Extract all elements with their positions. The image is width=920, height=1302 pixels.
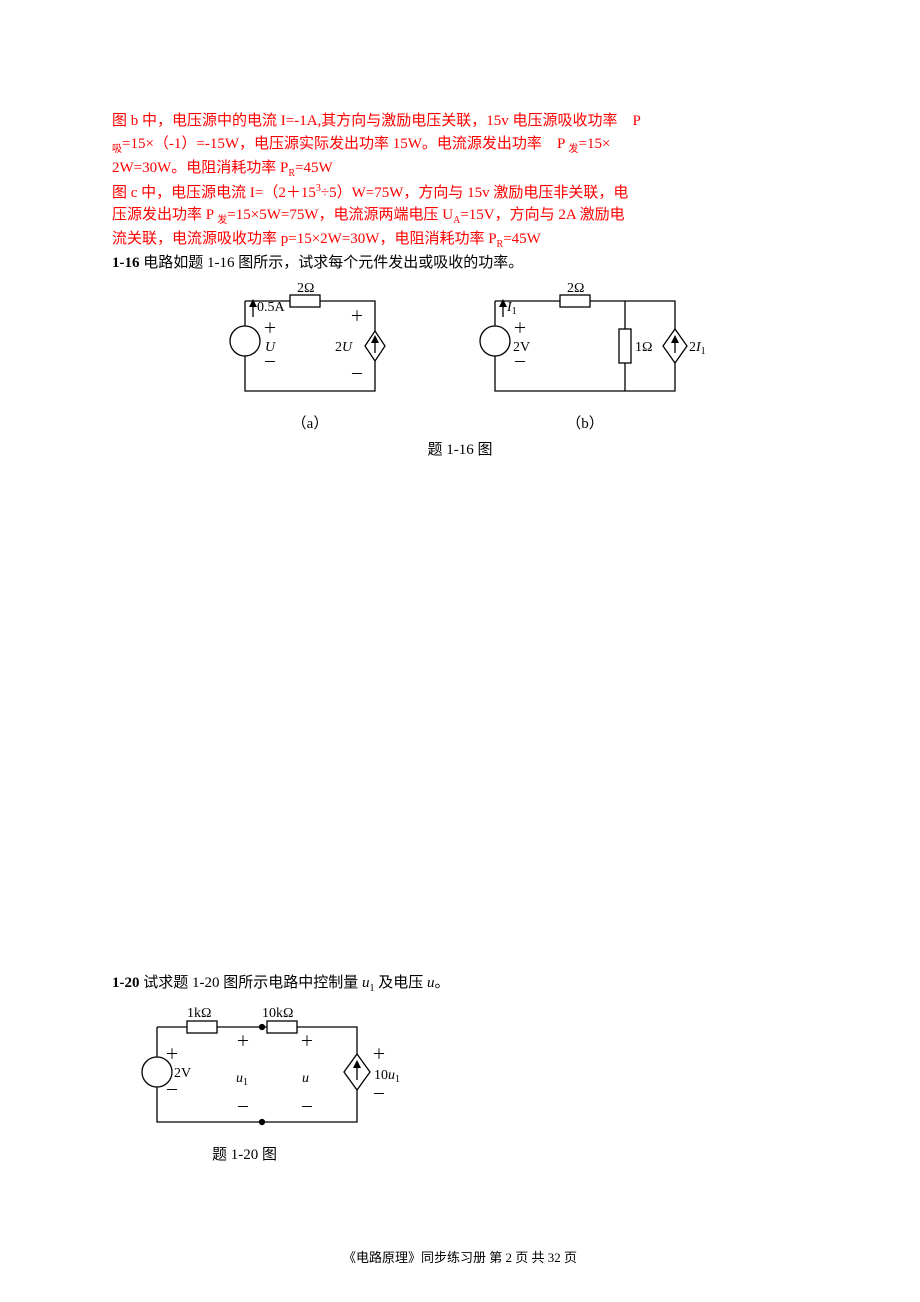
prob-120-u1: u [362,975,370,991]
svg-text:＋: ＋ [300,1035,314,1050]
fig-116-caption: 题 1-16 图 [112,439,808,462]
fig120-dep: 10u1 [374,1068,400,1085]
svg-text:－: － [236,1101,250,1116]
prob-120: 1-20 试求题 1-20 图所示电路中控制量 u1 及电压 u。 [112,972,808,996]
fig-b-label: （b） [465,413,705,436]
fig120-V: 2V [174,1066,191,1081]
prob-120-num: 1-20 [112,975,140,991]
sol-b-l2c: P [557,136,569,152]
sol-b-l1a: 图 b 中，电压源中的电流 I=-1A,其方向与激励电压关联，15v 电压源吸收… [112,113,618,129]
sol-c-l3a: 流关联，电流源吸收功率 p=15×2W=30W，电阻消耗功率 P [112,231,497,247]
fig-120: 1kΩ 10kΩ ＋ 2V － ＋ u1 － ＋ u － ＋ 10u1 － 题 … [132,1002,808,1167]
svg-text:－: － [300,1101,314,1116]
fig-b-V: 2V [513,340,530,355]
svg-text:＋: ＋ [372,1048,386,1063]
fig120-u1: u1 [236,1071,248,1088]
svg-text:－: － [372,1088,386,1103]
fig-b-dep: 2I1 [689,340,705,357]
fig-a-R: 2Ω [297,281,314,296]
fig-a-current: 0.5A [257,300,286,315]
prob-116: 1-16 电路如题 1-16 图所示，试求每个元件发出或吸收的功率。 [112,252,808,275]
sol-c-l1a: 图 c 中，电压源电流 I=（2＋15 [112,185,316,201]
sol-b-l3a: 2W=30W。电阻消耗功率 P [112,160,288,176]
fig-116-a: 0.5A 2Ω ＋ U － ＋ － 2U （a） [215,281,405,436]
sol-c-l3c: =45W [503,231,541,247]
circuit-a-svg: 0.5A 2Ω ＋ U － ＋ － 2U [215,281,405,411]
prob-120-t3: 。 [435,975,450,991]
svg-text:＋: ＋ [350,310,364,325]
circuit-b-svg: I1 2Ω ＋ 2V － 1Ω 2I1 [465,281,705,411]
sol-c-l2e: =15V，方向与 2A 激励电 [460,207,624,223]
sol-c-l1b: ÷5）W=75W，方向与 15v 激励电压非关联，电 [321,185,629,201]
prob-120-t2: 及电压 [375,975,428,991]
fig-a-label: （a） [215,413,405,436]
sol-b-l1b: P [633,113,641,129]
sol-b-l3c: =45W [295,160,333,176]
fig-116-b: I1 2Ω ＋ 2V － 1Ω 2I1 （b） [465,281,705,436]
solution-b: 图 b 中，电压源中的电流 I=-1A,其方向与激励电压关联，15v 电压源吸收… [112,110,808,181]
circuit-120-svg: 1kΩ 10kΩ ＋ 2V － ＋ u1 － ＋ u － ＋ 10u1 － [132,1002,402,1142]
fig-a-U: U [265,340,276,355]
sol-b-l2b: =15×（-1）=-15W，电压源实际发出功率 15W。电流源发出功率 [122,136,542,152]
svg-text:－: － [350,368,364,383]
svg-text:＋: ＋ [263,322,277,337]
svg-text:＋: ＋ [165,1048,179,1063]
fig-116-row: 0.5A 2Ω ＋ U － ＋ － 2U （a） [112,281,808,436]
prob-120-u: u [427,975,435,991]
prob-116-text: 电路如题 1-16 图所示，试求每个元件发出或吸收的功率。 [140,255,524,271]
svg-text:－: － [263,356,277,371]
sol-b-l2e: =15× [578,136,610,152]
svg-text:－: － [513,356,527,371]
page-footer: 《电路原理》同步练习册 第 2 页 共 32 页 [0,1247,920,1266]
fig-b-I1: I1 [506,300,517,317]
svg-text:－: － [165,1084,179,1099]
fig-b-R2: 1Ω [635,340,652,355]
prob-116-num: 1-16 [112,255,140,271]
sol-c-l2c: =15×5W=75W，电流源两端电压 U [227,207,453,223]
sol-b-l2a: 吸 [112,144,122,155]
sol-c-l2a: 压源发出功率 P [112,207,217,223]
solution-c: 图 c 中，电压源电流 I=（2＋153÷5）W=75W，方向与 15v 激励电… [112,181,808,253]
fig120-R1: 1kΩ [187,1006,211,1021]
fig120-u: u [302,1071,309,1086]
sol-b-l2d: 发 [568,144,578,155]
svg-text:＋: ＋ [513,322,527,337]
fig-a-dep: 2U [335,340,353,355]
svg-text:＋: ＋ [236,1035,250,1050]
fig120-R2: 10kΩ [262,1006,293,1021]
fig-b-R1: 2Ω [567,281,584,296]
sol-c-l2b: 发 [217,215,227,226]
prob-120-t1: 试求题 1-20 图所示电路中控制量 [140,975,363,991]
fig-120-caption: 题 1-20 图 [212,1144,808,1167]
